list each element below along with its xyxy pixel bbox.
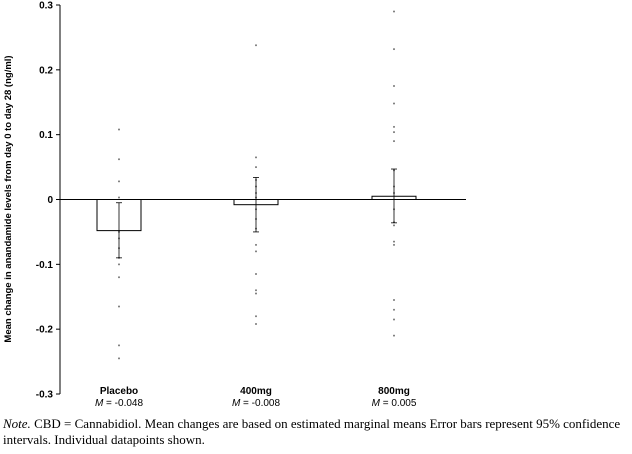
datapoint [393,102,395,105]
category-label: Placebo [100,386,138,397]
y-axis-label: Mean change in anandamide levels from da… [3,55,14,342]
datapoint [118,305,120,308]
datapoint [393,308,395,311]
datapoint [393,131,395,134]
datapoint [255,289,257,292]
y-tick-label: -0.1 [36,260,54,271]
datapoint [393,85,395,88]
datapoint [118,344,120,347]
figure-note: Note. CBD = Cannabidiol. Mean changes ar… [3,416,627,448]
datapoint [393,298,395,301]
mean-label: M = 0.005 [372,398,417,409]
datapoint [255,292,257,295]
y-tick-label: 0.2 [39,65,53,76]
category-label: 800mg [378,386,410,397]
datapoint [255,166,257,169]
datapoint [255,156,257,159]
y-tick-label: -0.2 [36,325,54,336]
mean-label: M = -0.008 [232,398,281,409]
datapoint [118,357,120,360]
note-text: CBD = Cannabidiol. Mean changes are base… [3,416,621,447]
datapoint [393,240,395,243]
datapoint [255,315,257,318]
y-tick-label: -0.3 [36,390,54,401]
datapoint [255,250,257,253]
y-tick-label: 0.1 [39,130,53,141]
datapoint [393,48,395,51]
datapoint [255,44,257,47]
datapoint [393,224,395,227]
datapoint [393,125,395,128]
datapoint [118,196,120,199]
datapoint [393,10,395,13]
datapoint [118,276,120,279]
error-bars-layer [116,168,397,259]
datapoint [393,140,395,143]
datapoint [393,318,395,321]
note-label: Note. [3,416,31,431]
datapoints-layer [118,10,395,360]
datapoint [255,273,257,276]
datapoint [393,243,395,246]
bars-layer [96,195,417,232]
mean-label: M = -0.048 [95,398,144,409]
datapoint [118,263,120,266]
y-tick-label: 0.3 [39,1,53,12]
datapoint [118,180,120,183]
datapoint [255,243,257,246]
y-tick-label: 0 [47,195,53,206]
datapoint [393,334,395,337]
datapoint [118,128,120,131]
category-label: 400mg [240,386,272,397]
datapoint [118,158,120,161]
datapoint [255,322,257,325]
